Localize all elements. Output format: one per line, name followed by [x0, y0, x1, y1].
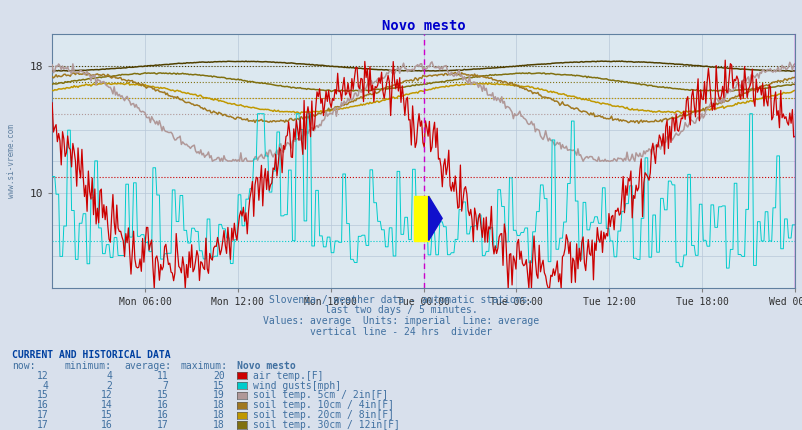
Text: soil temp. 30cm / 12in[F]: soil temp. 30cm / 12in[F]: [253, 420, 399, 430]
Bar: [413, 196, 428, 240]
Text: minimum:: minimum:: [64, 361, 111, 371]
Text: 18: 18: [213, 400, 225, 410]
Text: 16: 16: [156, 410, 168, 420]
Text: soil temp. 5cm / 2in[F]: soil temp. 5cm / 2in[F]: [253, 390, 387, 400]
Text: 15: 15: [36, 390, 48, 400]
Text: soil temp. 20cm / 8in[F]: soil temp. 20cm / 8in[F]: [253, 410, 394, 420]
Text: 4: 4: [107, 371, 112, 381]
Text: www.si-vreme.com: www.si-vreme.com: [7, 124, 16, 198]
Text: 19: 19: [213, 390, 225, 400]
Title: Novo mesto: Novo mesto: [381, 19, 465, 33]
Text: last two days / 5 minutes.: last two days / 5 minutes.: [325, 305, 477, 315]
Text: wind gusts[mph]: wind gusts[mph]: [253, 381, 341, 390]
Text: Values: average  Units: imperial  Line: average: Values: average Units: imperial Line: av…: [263, 316, 539, 326]
Text: 16: 16: [36, 400, 48, 410]
Text: 15: 15: [100, 410, 112, 420]
Text: 17: 17: [36, 420, 48, 430]
Text: 4: 4: [43, 381, 48, 390]
Text: 18: 18: [213, 420, 225, 430]
Text: 11: 11: [156, 371, 168, 381]
Text: 17: 17: [36, 410, 48, 420]
Text: maximum:: maximum:: [180, 361, 228, 371]
Text: 18: 18: [213, 410, 225, 420]
Text: 14: 14: [100, 400, 112, 410]
Text: 15: 15: [156, 390, 168, 400]
Text: now:: now:: [12, 361, 35, 371]
Text: 20: 20: [213, 371, 225, 381]
Text: 7: 7: [163, 381, 168, 390]
Polygon shape: [428, 196, 442, 240]
Text: Slovenia / weather data - automatic stations.: Slovenia / weather data - automatic stat…: [269, 295, 533, 304]
Text: 15: 15: [213, 381, 225, 390]
Text: soil temp. 10cm / 4in[F]: soil temp. 10cm / 4in[F]: [253, 400, 394, 410]
Text: 16: 16: [156, 400, 168, 410]
Text: 2: 2: [107, 381, 112, 390]
Text: CURRENT AND HISTORICAL DATA: CURRENT AND HISTORICAL DATA: [12, 350, 171, 360]
Text: vertical line - 24 hrs  divider: vertical line - 24 hrs divider: [310, 327, 492, 337]
Text: 12: 12: [100, 390, 112, 400]
Text: 16: 16: [100, 420, 112, 430]
Text: average:: average:: [124, 361, 172, 371]
Text: 12: 12: [36, 371, 48, 381]
Text: 17: 17: [156, 420, 168, 430]
Text: air temp.[F]: air temp.[F]: [253, 371, 323, 381]
Text: Novo mesto: Novo mesto: [237, 361, 295, 371]
